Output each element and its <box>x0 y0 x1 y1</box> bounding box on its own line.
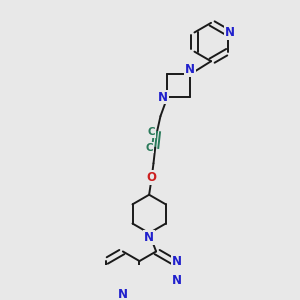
Text: N: N <box>118 288 128 300</box>
Text: N: N <box>172 255 182 268</box>
Text: N: N <box>144 231 154 244</box>
Text: N: N <box>158 91 168 103</box>
Text: N: N <box>172 274 182 287</box>
Text: C: C <box>147 127 155 137</box>
Text: O: O <box>147 171 157 184</box>
Text: N: N <box>225 26 235 39</box>
Text: N: N <box>185 64 195 76</box>
Text: C: C <box>145 142 153 153</box>
